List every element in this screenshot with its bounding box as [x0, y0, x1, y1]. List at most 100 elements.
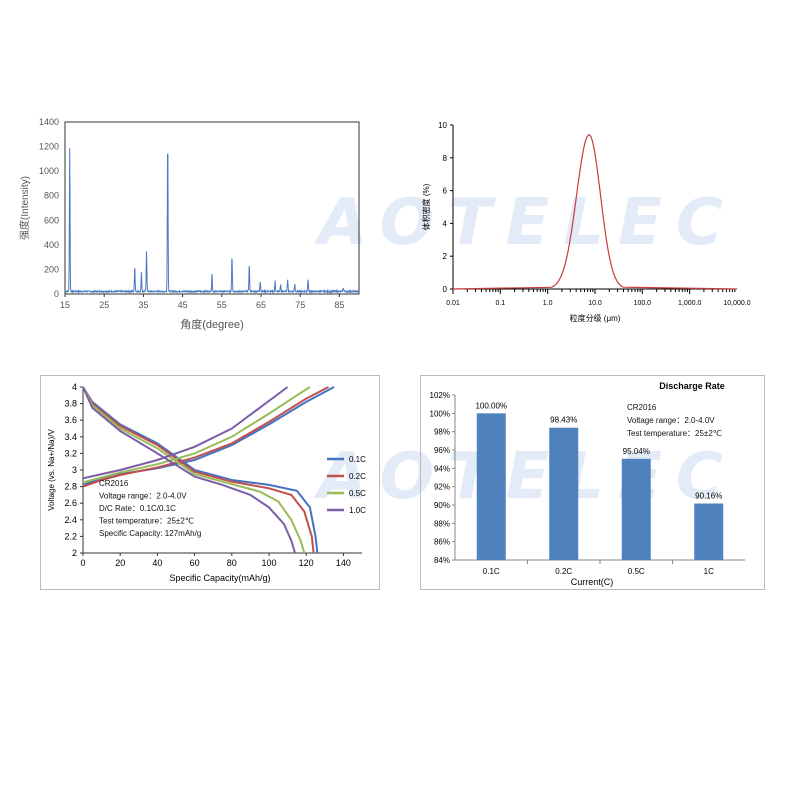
bar — [694, 503, 724, 560]
xrd-plot: 0 200 400 600 800 1000 1200 1400 15 25 35 45 55 65 75 8… — [18, 117, 360, 331]
cd-outer-frame — [40, 375, 380, 590]
bar-y-tick-label: 86% — [434, 538, 450, 547]
bar-annotation-line: Test temperature：25±2℃ — [627, 429, 722, 438]
cd-y-tick-label: 2 — [72, 548, 77, 558]
cd-plot: 22.22.42.62.833.23.43.63.840 20 40 60 80 100 1… — [40, 375, 380, 590]
cd-y-tick-label: 3.6 — [64, 415, 77, 425]
cd-legend-label: 0.2C — [349, 472, 366, 481]
bar-category-label: 0.1C — [483, 567, 500, 576]
psd-x-tick-label: 1,000.0 — [678, 300, 701, 307]
cd-y-tick-label: 2.8 — [64, 482, 77, 492]
cd-x-tick-label: 60 — [190, 558, 200, 568]
psd-x-tick-label: 0.01 — [446, 300, 460, 307]
cd-annotation-line: Test temperature：25±2℃ — [99, 517, 194, 526]
cd-series — [82, 386, 335, 554]
bar-series: 100.00% 0.1C 98.43% 0.2C 95.04% 0.5C 90.16% 1C — [475, 401, 724, 576]
discharge-rate-chart: Discharge Rate 84% 86% 88% 90% 92% 94% 96% 98% 1… — [420, 375, 765, 590]
xrd-y-tick-label: 400 — [44, 240, 59, 250]
xrd-chart: 0 200 400 600 800 1000 1200 1400 15 25 35 45 55 65 75 8… — [15, 115, 375, 335]
bar-y-tick-label: 92% — [434, 483, 450, 492]
bar-category-label: 1C — [704, 567, 714, 576]
cd-annotations: CR2016 Voltage range：2.0-4.0V D/C Rate：0.1… — [99, 479, 201, 538]
bar-y-tick-label: 90% — [434, 501, 450, 510]
xrd-x-tick-label: 25 — [99, 300, 109, 310]
psd-y-tick-label: 10 — [438, 121, 447, 130]
cd-discharge-line — [82, 386, 296, 554]
xrd-x-tick-label: 35 — [138, 300, 148, 310]
xrd-y-tick-label: 600 — [44, 215, 59, 225]
xrd-x-tick-label: 85 — [334, 300, 344, 310]
cd-charge-line — [82, 386, 335, 486]
cd-y-tick-label: 3.8 — [64, 399, 77, 409]
bar-y-tick-label: 100% — [430, 409, 450, 418]
xrd-y-tick-label: 200 — [44, 264, 59, 274]
cd-x-tick-label: 40 — [152, 558, 162, 568]
bar-y-tick-label: 98% — [434, 428, 450, 437]
cd-x-tick-label: 120 — [299, 558, 314, 568]
cd-x-tick-label: 140 — [336, 558, 351, 568]
bar-annotation-line: Voltage range：2.0-4.0V — [627, 416, 715, 425]
psd-y-tick-label: 4 — [443, 219, 448, 228]
cd-y-tick-label: 2.4 — [64, 515, 77, 525]
cd-ticks: 22.22.42.62.833.23.43.63.840 20 40 60 80 100 1… — [64, 382, 350, 568]
bar-y-tick-label: 84% — [434, 556, 450, 565]
psd-distribution-line — [452, 134, 738, 290]
psd-x-tick-label: 10,000.0 — [723, 300, 750, 307]
cd-y-tick-label: 3.4 — [64, 432, 77, 442]
xrd-y-tick-label: 1200 — [39, 142, 59, 152]
bar-category-label: 0.5C — [628, 567, 645, 576]
cd-y-tick-label: 2.2 — [64, 531, 77, 541]
xrd-ticks: 0 200 400 600 800 1000 1200 1400 15 25 35 45 55 65 75 8… — [39, 117, 344, 310]
bar — [476, 413, 506, 560]
cd-x-tick-label: 100 — [261, 558, 276, 568]
psd-ticks: 0 2 4 6 8 10 0.01 0.1 1.0 10.0 100.0 1,000.0 10,000.… — [438, 121, 751, 307]
cd-discharge-line — [82, 386, 315, 554]
xrd-y-tick-label: 800 — [44, 191, 59, 201]
bar-value-label: 90.16% — [695, 492, 722, 501]
cd-legend-label: 0.1C — [349, 455, 366, 464]
charge-discharge-chart: 2 2.2 2.4 2.6 2.8 3 3.2 3.4 3.6 3.8 4 0 20 40 60 80 100 1… — [40, 375, 380, 590]
cd-y-tick-label: 3.2 — [64, 448, 77, 458]
cd-x-tick-label: 0 — [80, 558, 85, 568]
cd-annotation-line: Specific Capacity: 127mAh/g — [99, 529, 201, 538]
psd-plot: 0 2 4 6 8 10 0.01 0.1 1.0 10.0 100.0 1,000.0 10,000.… — [421, 121, 751, 323]
bar-value-label: 98.43% — [550, 416, 577, 425]
cd-legend: 0.1C 0.2C 0.5C 1.0C — [327, 455, 366, 515]
xrd-plot-frame — [64, 121, 360, 295]
bar-value-label: 95.04% — [623, 447, 650, 456]
cd-discharge-line — [82, 386, 306, 554]
cd-annotation-line: CR2016 — [99, 479, 129, 488]
psd-series — [452, 134, 738, 290]
psd-x-tick-label: 10.0 — [588, 300, 602, 307]
xrd-y-tick-label: 1400 — [39, 117, 59, 127]
psd-y-tick-label: 8 — [443, 154, 448, 163]
bar-y-tick-label: 96% — [434, 446, 450, 455]
bar-category-label: 0.2C — [555, 567, 572, 576]
psd-x-tick-label: 100.0 — [634, 300, 652, 307]
particle-size-chart: 0 2 4 6 8 10 0.01 0.1 1.0 10.0 100.0 1,000.0 10,000.… — [415, 115, 775, 335]
cd-legend-label: 1.0C — [349, 506, 366, 515]
bar-y-tick-label: 102% — [430, 391, 450, 400]
xrd-x-axis-label: 角度(degree) — [180, 317, 244, 331]
xrd-y-tick-label: 1000 — [39, 166, 59, 176]
cd-charge-line — [82, 386, 329, 488]
xrd-x-tick-label: 75 — [295, 300, 305, 310]
cd-charge-line — [82, 386, 289, 480]
bar-y-tick-label: 88% — [434, 519, 450, 528]
xrd-series — [64, 148, 360, 294]
bar-y-tick-label: 94% — [434, 464, 450, 473]
cd-charge-line — [82, 386, 311, 484]
cd-y-tick-label: 4 — [72, 382, 77, 392]
bar-chart-title: Discharge Rate — [659, 381, 725, 391]
cd-x-tick-label: 80 — [227, 558, 237, 568]
cd-discharge-line — [82, 386, 319, 554]
psd-y-axis-label: 体积密度 (%) — [421, 183, 431, 230]
bar-ticks: 84% 86% 88% 90% 92% 94% 96% 98% 100% 102% — [430, 391, 455, 565]
xrd-x-tick-label: 15 — [60, 300, 70, 310]
bar — [549, 427, 579, 560]
psd-y-tick-label: 0 — [443, 285, 448, 294]
bar-plot: Discharge Rate 84% 86% 88% 90% 92% 94% 96% 98% 1… — [420, 375, 765, 590]
cd-y-tick-label: 3 — [72, 465, 77, 475]
xrd-x-tick-label: 55 — [217, 300, 227, 310]
cd-annotation-line: D/C Rate：0.1C/0.1C — [99, 504, 176, 513]
